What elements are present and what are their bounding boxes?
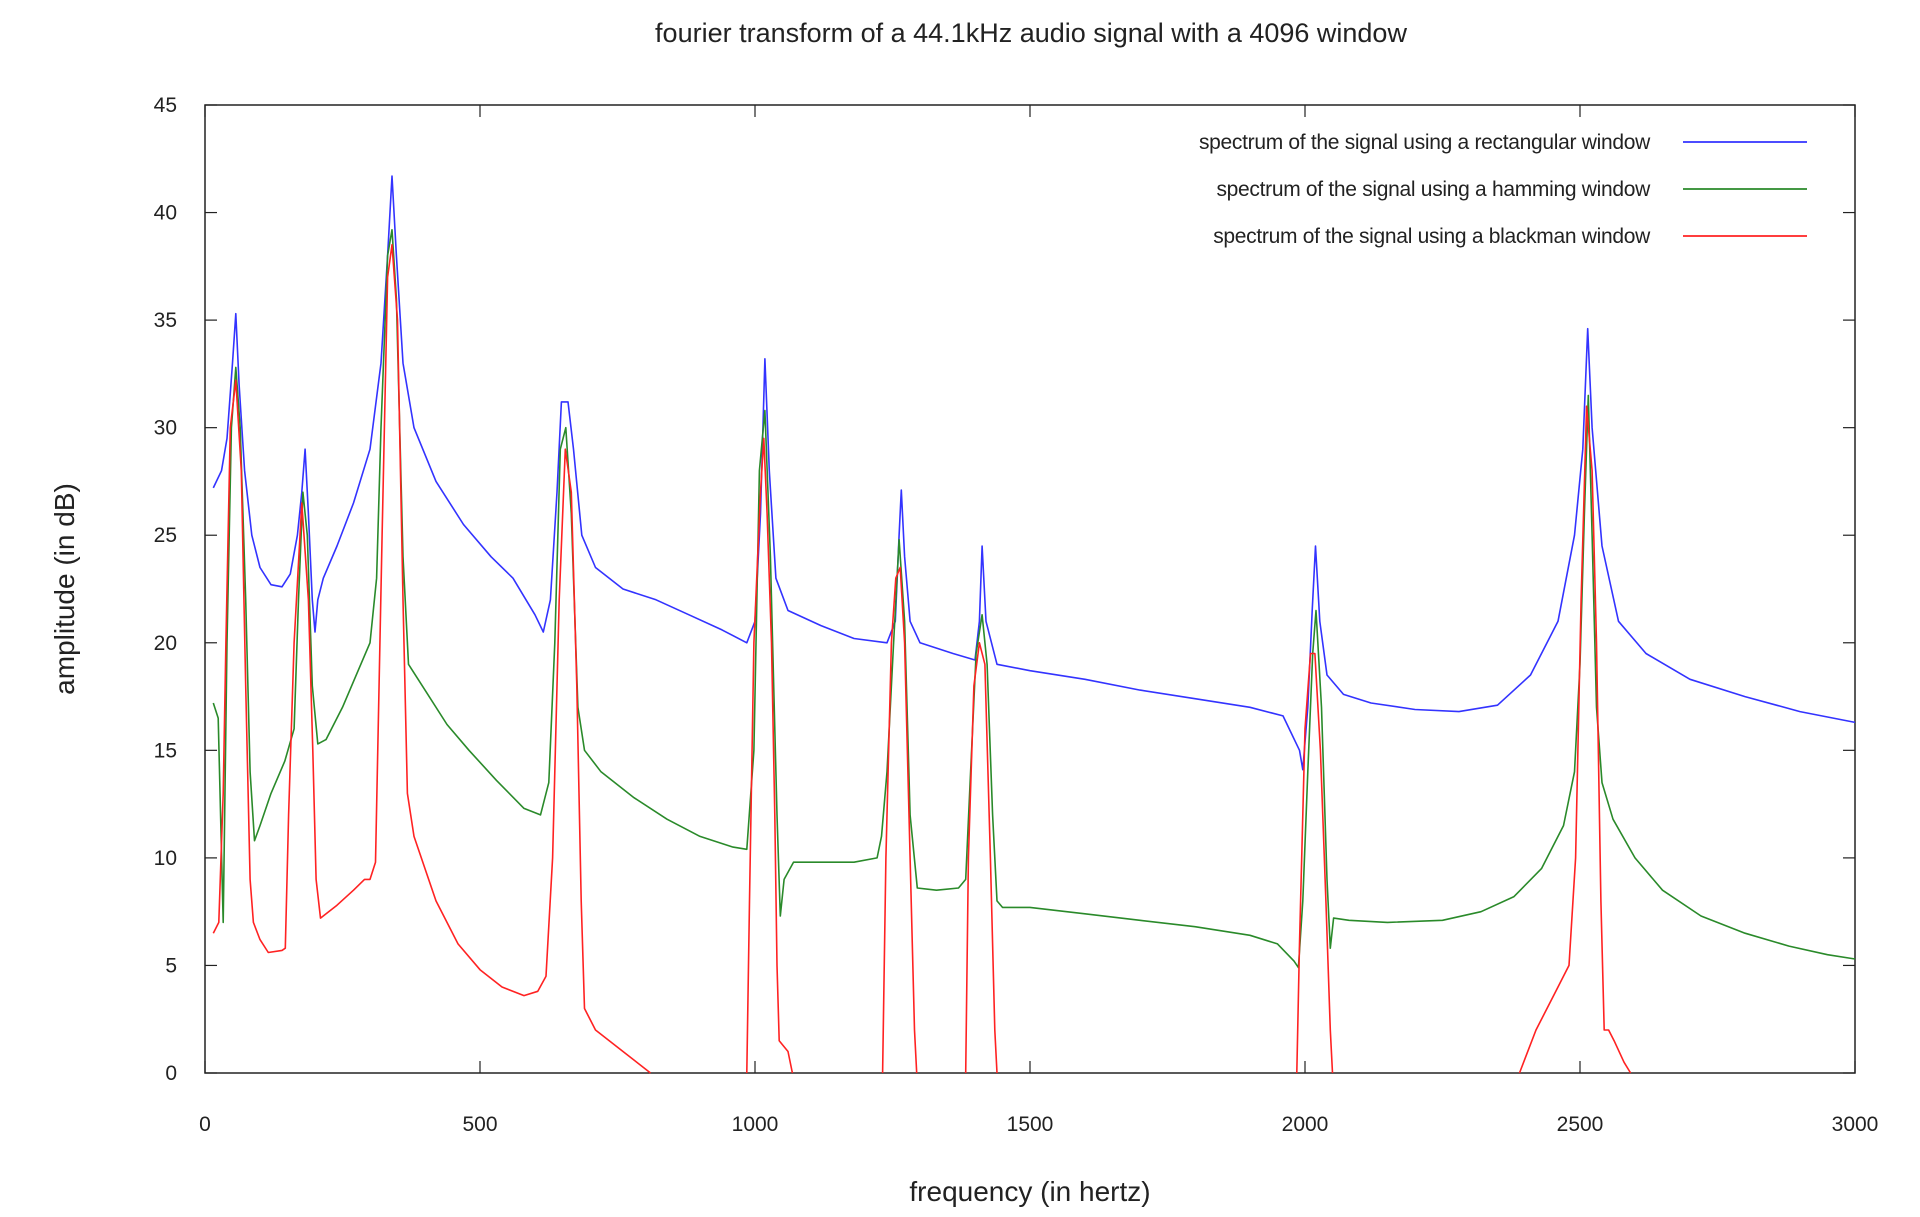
legend: spectrum of the signal using a rectangul…: [1199, 131, 1807, 248]
y-tick-label: 25: [154, 524, 177, 547]
y-tick-label: 5: [165, 954, 177, 977]
series-line: [881, 566, 918, 1074]
series-group: [212, 229, 1856, 969]
x-tick-label: 0: [199, 1113, 211, 1136]
x-tick-label: 1000: [732, 1113, 779, 1136]
y-tick-label: 45: [154, 94, 177, 117]
legend-label: spectrum of the signal using a rectangul…: [1199, 131, 1651, 154]
y-tick-label: 40: [154, 202, 177, 225]
y-tick-label: 0: [165, 1062, 177, 1085]
y-tick-label: 20: [154, 632, 177, 655]
series-line: [212, 229, 1856, 969]
x-axis-label: frequency (in hertz): [909, 1176, 1150, 1207]
y-tick-label: 10: [154, 847, 177, 870]
series-line: [1296, 652, 1334, 1074]
y-tick-label: 30: [154, 417, 177, 440]
series-line: [964, 641, 998, 1074]
x-tick-label: 1500: [1007, 1113, 1054, 1136]
y-tick-label: 15: [154, 739, 177, 762]
series-line: [1518, 405, 1632, 1074]
series-line: [746, 437, 794, 1074]
y-tick-label: 35: [154, 309, 177, 332]
series-line: [212, 175, 1856, 771]
series-line: [212, 244, 651, 1074]
x-tick-label: 2000: [1282, 1113, 1329, 1136]
y-axis-label: amplitude (in dB): [49, 483, 80, 695]
series-group: [212, 244, 1632, 1074]
y-axis: 0 5 10 15 20 25 30 35 40 45: [154, 94, 1855, 1085]
legend-label: spectrum of the signal using a hamming w…: [1216, 178, 1651, 201]
x-tick-label: 500: [462, 1113, 497, 1136]
legend-label: spectrum of the signal using a blackman …: [1213, 225, 1651, 248]
chart-title: fourier transform of a 44.1kHz audio sig…: [655, 18, 1407, 48]
x-axis: 0 500 1000 1500 2000 2500 3000: [199, 105, 1878, 1136]
series-layer: [212, 175, 1856, 1074]
series-group: [212, 175, 1856, 771]
x-tick-label: 3000: [1832, 1113, 1879, 1136]
x-tick-label: 2500: [1557, 1113, 1604, 1136]
